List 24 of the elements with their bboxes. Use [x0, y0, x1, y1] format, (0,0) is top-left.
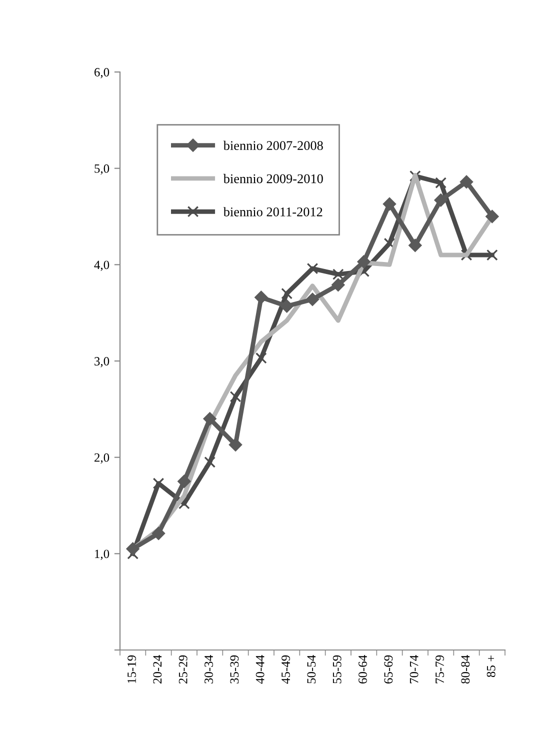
- y-tick-label: 4,0: [94, 260, 110, 271]
- x-tick-label: 25-29: [178, 655, 188, 684]
- legend-label: biennio 2009-2010: [223, 174, 323, 184]
- x-tick-label: 60-64: [358, 655, 367, 684]
- legend-label: biennio 2007-2008: [223, 140, 323, 150]
- x-tick-label: 55-59: [332, 655, 342, 684]
- y-tick-label: 1,0: [95, 550, 110, 560]
- x-tick-label: 15-19: [128, 655, 136, 683]
- legend-label: biennio 2011-2012: [223, 207, 322, 216]
- x-tick-label: 35-39: [230, 655, 239, 684]
- y-tick-label: 2,0: [94, 453, 110, 464]
- y-tick-label: 3,0: [94, 357, 110, 368]
- x-tick-label: 30-34: [204, 655, 213, 684]
- x-tick-label: 50-54: [307, 655, 316, 684]
- x-tick-label: 40-44: [256, 655, 264, 684]
- y-tick-label: 5,0: [94, 164, 110, 175]
- x-tick-label: 75-79: [436, 655, 444, 684]
- x-tick-label: 45-49: [282, 655, 290, 684]
- x-tick-label: 85 +: [486, 655, 496, 678]
- x-tick-label: 65-69: [384, 655, 393, 684]
- x-tick-label: 80-84: [461, 655, 470, 684]
- y-tick-label: 6,0: [94, 68, 110, 78]
- x-tick-label: 20-24: [153, 655, 162, 684]
- x-tick-label: 70-74: [410, 655, 418, 684]
